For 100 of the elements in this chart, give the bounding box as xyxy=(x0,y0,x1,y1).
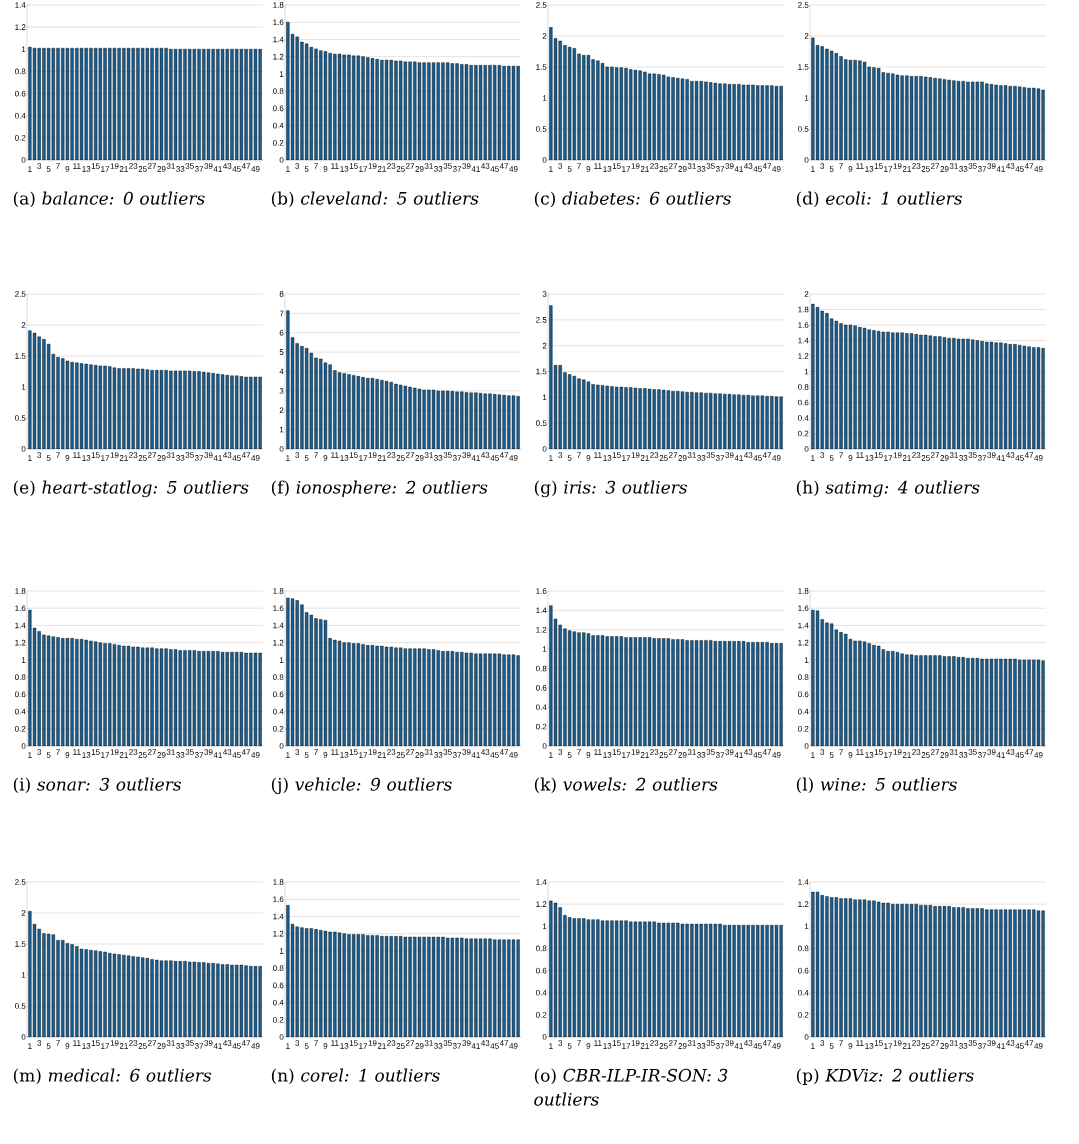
x-tick-label: 41 xyxy=(213,455,222,461)
x-tick-label: 21 xyxy=(640,1043,649,1049)
bar xyxy=(956,81,961,160)
bar xyxy=(173,370,178,449)
x-tick-label: 23 xyxy=(650,1040,659,1046)
x-tick-label: 43 xyxy=(481,749,490,755)
x-tick-label: 3 xyxy=(295,749,300,755)
x-tick-label: 35 xyxy=(968,452,977,458)
text: (g) iris: 3 outliers xyxy=(534,480,687,498)
y-tick-label: 1.6 xyxy=(798,322,809,328)
x-tick-label: 39 xyxy=(725,163,734,169)
x-tick-label: 5 xyxy=(304,166,309,172)
x-tick-label: 1 xyxy=(549,752,553,758)
y-tick-label: 0.6 xyxy=(272,105,284,112)
x-tick-label: 35 xyxy=(443,452,452,458)
x-tick-label: 9 xyxy=(65,455,70,461)
y-tick-label: 1 xyxy=(279,948,284,954)
bar xyxy=(614,386,619,449)
x-tick-label: 3 xyxy=(295,452,300,458)
x-tick-label: 19 xyxy=(893,163,902,169)
x-tick-label: 13 xyxy=(82,1043,91,1049)
y-tick-label: 1.6 xyxy=(273,896,284,903)
y-tick-label: 1 xyxy=(804,657,809,663)
bar xyxy=(862,327,867,449)
x-tick-label: 31 xyxy=(687,1040,696,1046)
x-tick-label: 37 xyxy=(452,455,462,461)
bar xyxy=(694,392,699,449)
x-tick-label: 17 xyxy=(622,455,631,461)
bar xyxy=(417,388,422,449)
bar xyxy=(876,645,881,746)
bar xyxy=(145,369,150,449)
bar xyxy=(431,649,436,746)
bar xyxy=(384,646,389,746)
x-tick-label: 27 xyxy=(406,749,415,755)
x-tick-label: 25 xyxy=(921,1043,930,1049)
x-tick-label: 25 xyxy=(396,752,405,758)
bar xyxy=(600,63,605,160)
x-tick-label: 41 xyxy=(996,752,1005,758)
x-tick-label: 9 xyxy=(586,1043,591,1049)
x-tick-label: 43 xyxy=(223,749,232,755)
bar xyxy=(145,647,150,746)
x-tick-label: 5 xyxy=(829,1043,834,1049)
y-tick-label: 0 xyxy=(542,1034,547,1040)
x-tick-label: 43 xyxy=(1006,163,1015,169)
x-tick-label: 31 xyxy=(949,1040,958,1046)
text: (b) cleveland: 5 outliers xyxy=(271,191,479,208)
x-tick-label: 41 xyxy=(471,166,480,172)
x-tick-label: 47 xyxy=(241,163,251,169)
bar xyxy=(497,939,502,1037)
bar xyxy=(567,630,572,746)
x-tick-label: 17 xyxy=(101,752,110,758)
x-tick-label: 5 xyxy=(46,1043,51,1049)
bar xyxy=(478,393,483,449)
x-tick-label: 11 xyxy=(856,1040,864,1046)
x-tick-label: 47 xyxy=(762,452,772,458)
bar xyxy=(975,340,980,449)
y-tick-label: 0.5 xyxy=(535,126,547,132)
x-tick-label: 7 xyxy=(577,163,581,169)
x-tick-label: 13 xyxy=(865,752,874,758)
y-tick-label: 0.2 xyxy=(272,1016,284,1023)
text: (k) vowels: 2 outliers xyxy=(534,777,718,794)
x-tick-label: 37 xyxy=(977,455,987,461)
x-tick-label: 37 xyxy=(194,752,204,758)
x-tick-label: 11 xyxy=(594,1040,602,1046)
x-tick-label: 33 xyxy=(176,166,185,172)
x-tick-label: 5 xyxy=(304,752,309,758)
x-tick-label: 21 xyxy=(119,752,128,758)
x-tick-label: 9 xyxy=(848,455,853,461)
bar xyxy=(567,46,572,160)
x-tick-label: 49 xyxy=(251,1043,260,1049)
x-tick-label: 33 xyxy=(697,752,706,758)
x-tick-label: 21 xyxy=(902,752,911,758)
bar xyxy=(553,902,558,1037)
y-tick-label: 1.4 xyxy=(15,622,26,629)
y-tick-label: 0.4 xyxy=(272,708,284,715)
x-tick-label: 39 xyxy=(725,749,734,755)
y-tick-label: 0.2 xyxy=(272,725,284,732)
bar xyxy=(942,79,947,160)
bar xyxy=(923,334,928,449)
x-tick-label: 27 xyxy=(148,749,157,755)
x-tick-label: 1 xyxy=(286,455,290,461)
x-tick-label: 15 xyxy=(349,452,358,458)
bar xyxy=(928,77,933,160)
x-tick-label: 7 xyxy=(56,749,60,755)
bar xyxy=(478,938,483,1037)
x-tick-label: 13 xyxy=(865,455,874,461)
x-tick-label: 11 xyxy=(856,163,864,169)
x-tick-label: 27 xyxy=(669,452,678,458)
y-tick-label: 0 xyxy=(21,743,26,749)
bar xyxy=(1003,85,1008,160)
x-tick-label: 1 xyxy=(28,455,32,461)
y-tick-label: 1.4 xyxy=(798,337,809,344)
bar xyxy=(848,59,853,160)
x-tick-label: 29 xyxy=(157,1043,166,1049)
x-tick-label: 29 xyxy=(678,752,687,758)
bar xyxy=(1022,909,1027,1037)
x-tick-label: 31 xyxy=(166,163,175,169)
x-tick-label: 39 xyxy=(462,1040,471,1046)
bar xyxy=(661,389,666,449)
x-tick-label: 11 xyxy=(73,749,81,755)
